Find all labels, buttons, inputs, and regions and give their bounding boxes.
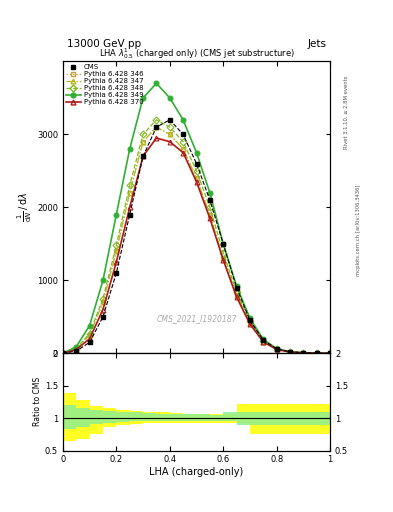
Text: Rivet 3.1.10, ≥ 2.8M events: Rivet 3.1.10, ≥ 2.8M events [344, 76, 349, 150]
X-axis label: LHA (charged-only): LHA (charged-only) [149, 467, 244, 477]
Y-axis label: $\frac{1}{\mathrm{d}N}\,/\,\mathrm{d}\lambda$: $\frac{1}{\mathrm{d}N}\,/\,\mathrm{d}\la… [16, 193, 34, 222]
Text: CMS_2021_I1920187: CMS_2021_I1920187 [156, 314, 237, 323]
Text: Jets: Jets [307, 38, 326, 49]
Legend: CMS, Pythia 6.428 346, Pythia 6.428 347, Pythia 6.428 348, Pythia 6.428 349, Pyt: CMS, Pythia 6.428 346, Pythia 6.428 347,… [65, 63, 144, 106]
Text: mcplots.cern.ch [arXiv:1306.3436]: mcplots.cern.ch [arXiv:1306.3436] [356, 185, 361, 276]
Title: LHA $\lambda^{1}_{0.5}$ (charged only) (CMS jet substructure): LHA $\lambda^{1}_{0.5}$ (charged only) (… [99, 47, 294, 61]
Y-axis label: Ratio to CMS: Ratio to CMS [33, 377, 42, 426]
Text: 13000 GeV pp: 13000 GeV pp [67, 38, 141, 49]
